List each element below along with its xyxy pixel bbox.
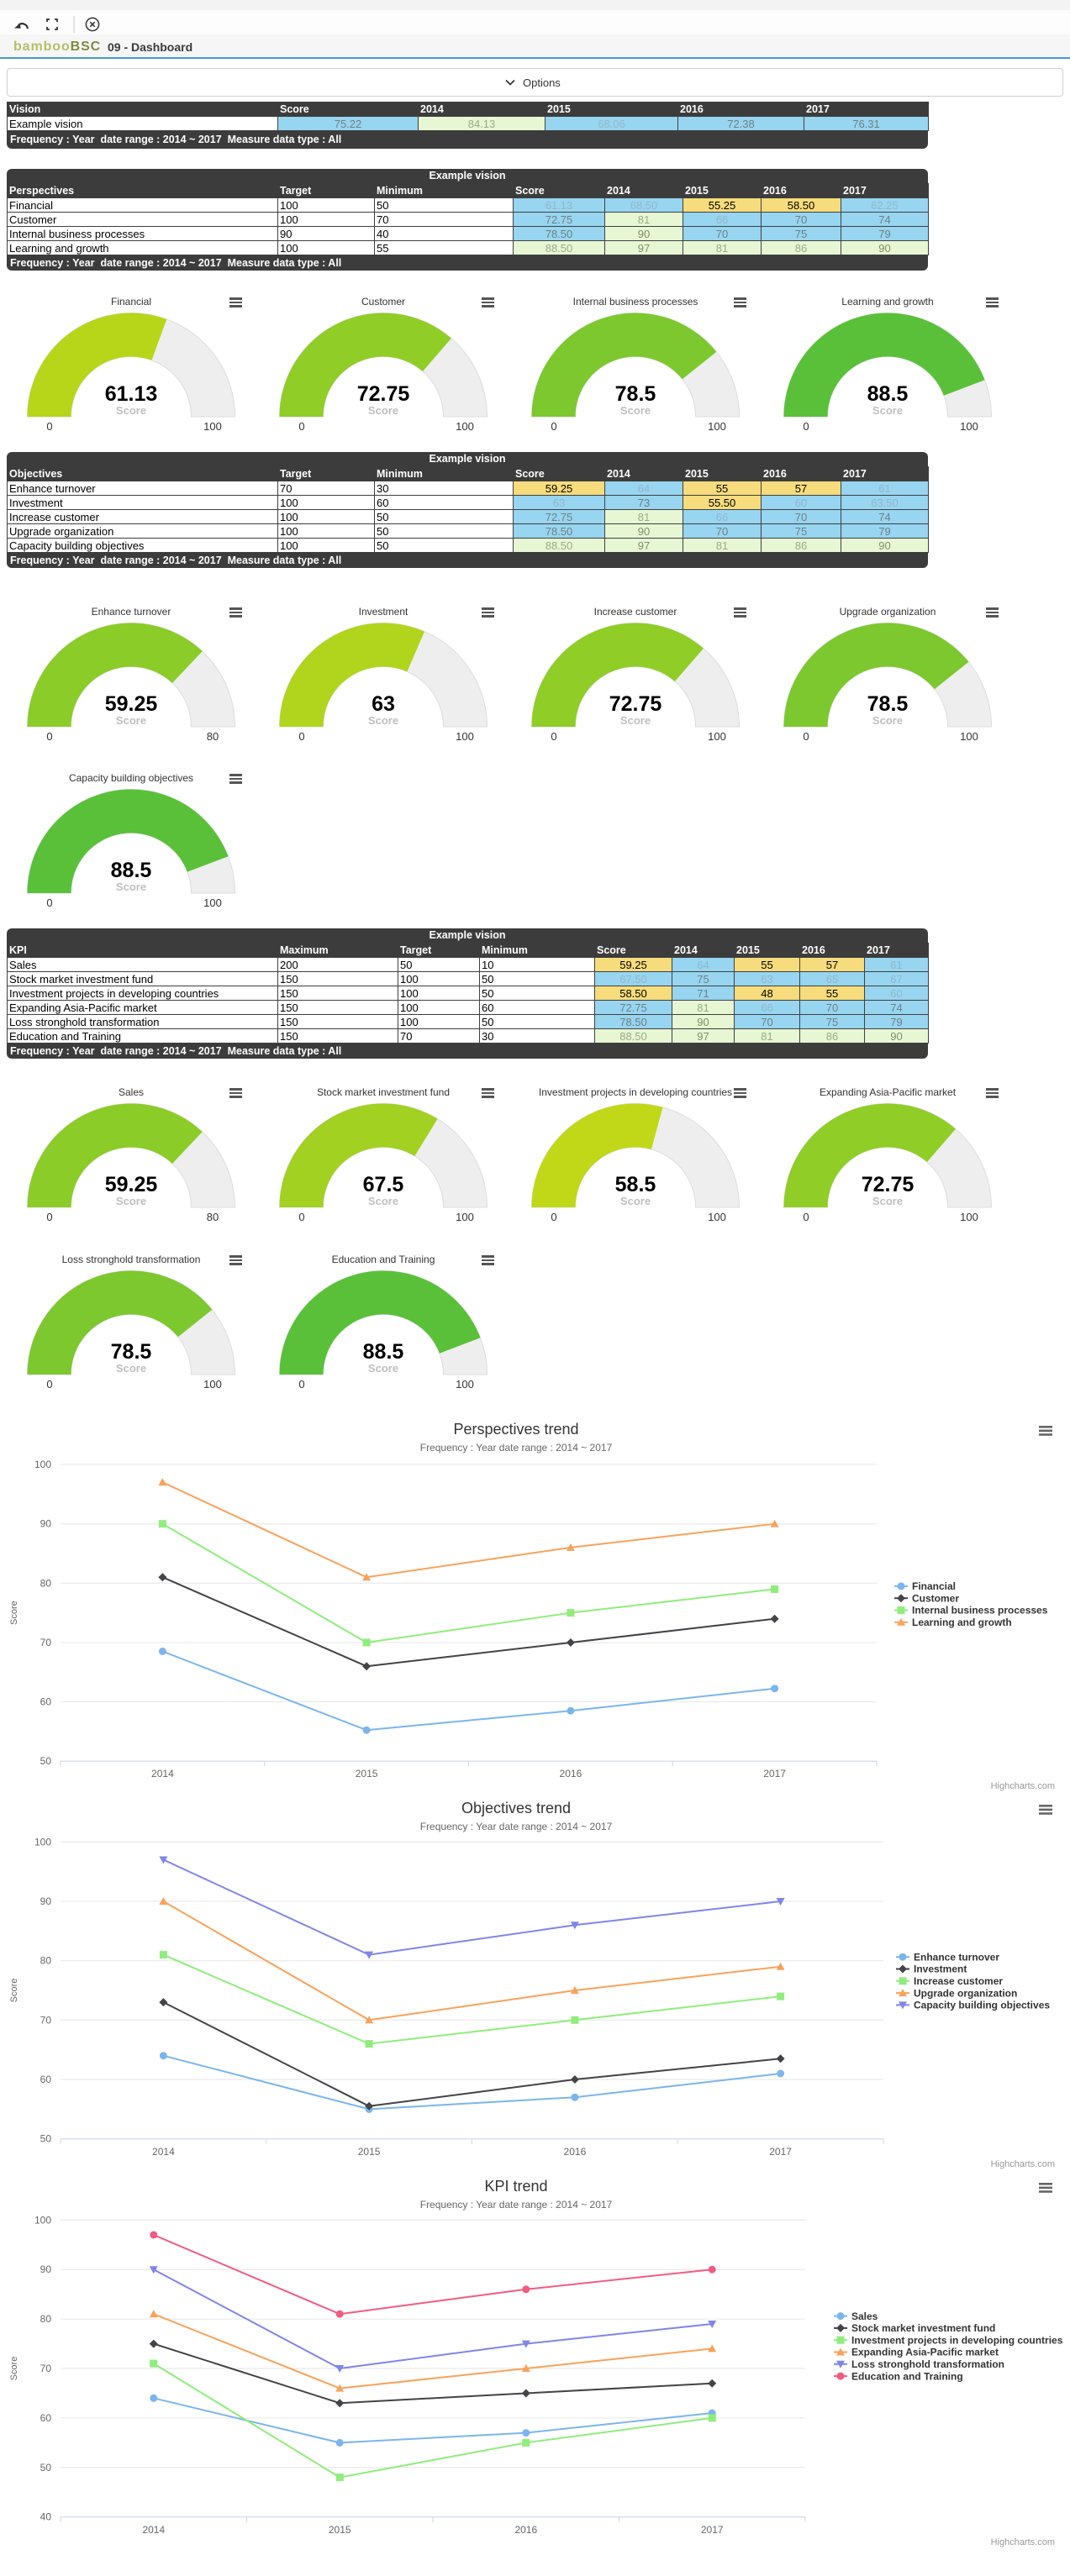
svg-text:90: 90 xyxy=(40,1518,52,1530)
svg-text:90: 90 xyxy=(40,1895,52,1907)
svg-text:2014: 2014 xyxy=(142,2524,165,2536)
svg-text:Highcharts.com: Highcharts.com xyxy=(991,2159,1055,2169)
svg-text:40: 40 xyxy=(40,2511,52,2523)
svg-text:2016: 2016 xyxy=(560,1768,582,1780)
svg-text:Customer: Customer xyxy=(912,1592,959,1604)
svg-text:Frequency : Year date range :: Frequency : Year date range : 2014 ~ 201… xyxy=(420,1821,613,1832)
svg-text:Enhance turnover: Enhance turnover xyxy=(914,1951,999,1963)
svg-text:50: 50 xyxy=(40,1755,52,1767)
svg-text:2017: 2017 xyxy=(701,2524,724,2536)
svg-text:Financial: Financial xyxy=(912,1580,956,1592)
svg-text:70: 70 xyxy=(40,2014,52,2026)
svg-text:2017: 2017 xyxy=(769,2146,792,2158)
svg-text:2014: 2014 xyxy=(151,1768,174,1780)
svg-text:Highcharts.com: Highcharts.com xyxy=(991,2537,1055,2547)
svg-text:Upgrade organization: Upgrade organization xyxy=(914,1987,1017,1999)
svg-text:90: 90 xyxy=(40,2263,52,2275)
svg-text:80: 80 xyxy=(40,2313,52,2325)
svg-text:70: 70 xyxy=(40,2363,52,2374)
svg-text:2014: 2014 xyxy=(152,2146,175,2158)
svg-text:100: 100 xyxy=(34,1836,51,1848)
svg-text:Increase customer: Increase customer xyxy=(914,1975,1003,1987)
svg-text:Frequency : Year date range :: Frequency : Year date range : 2014 ~ 201… xyxy=(420,2199,613,2211)
svg-text:50: 50 xyxy=(40,2133,52,2145)
svg-text:Internal business processes: Internal business processes xyxy=(912,1605,1048,1617)
svg-text:Loss stronghold transformation: Loss stronghold transformation xyxy=(851,2358,1004,2370)
svg-text:Objectives trend: Objectives trend xyxy=(461,1800,571,1816)
svg-text:60: 60 xyxy=(40,2412,52,2424)
svg-text:60: 60 xyxy=(40,2074,52,2085)
svg-text:Frequency : Year date range :: Frequency : Year date range : 2014 ~ 201… xyxy=(420,1442,613,1454)
svg-text:KPI trend: KPI trend xyxy=(484,2178,547,2195)
svg-text:Score: Score xyxy=(9,1979,19,2003)
svg-text:2016: 2016 xyxy=(514,2524,537,2536)
svg-text:70: 70 xyxy=(40,1637,52,1648)
svg-text:2017: 2017 xyxy=(763,1768,786,1780)
svg-text:2015: 2015 xyxy=(329,2524,351,2536)
svg-text:Expanding Asia-Pacific market: Expanding Asia-Pacific market xyxy=(851,2347,999,2358)
svg-text:Highcharts.com: Highcharts.com xyxy=(991,1781,1055,1791)
svg-text:Learning and growth: Learning and growth xyxy=(912,1617,1012,1628)
svg-text:80: 80 xyxy=(40,1577,52,1589)
svg-text:Stock market investment fund: Stock market investment fund xyxy=(851,2322,995,2334)
svg-text:Score: Score xyxy=(9,2357,19,2381)
svg-text:Score: Score xyxy=(9,1601,19,1625)
svg-text:2016: 2016 xyxy=(564,2146,587,2158)
svg-text:100: 100 xyxy=(34,2214,51,2226)
svg-text:80: 80 xyxy=(40,1955,52,1967)
svg-text:100: 100 xyxy=(34,1459,51,1470)
svg-text:Perspectives trend: Perspectives trend xyxy=(453,1421,578,1438)
svg-text:2015: 2015 xyxy=(358,2146,381,2158)
svg-text:60: 60 xyxy=(40,1696,52,1708)
svg-text:Investment: Investment xyxy=(914,1964,967,1975)
svg-text:Investment projects in develop: Investment projects in developing countr… xyxy=(851,2334,1063,2346)
svg-text:Capacity building objectives: Capacity building objectives xyxy=(914,2000,1050,2011)
svg-text:Sales: Sales xyxy=(851,2311,878,2322)
svg-text:Education and Training: Education and Training xyxy=(851,2370,963,2382)
svg-text:2015: 2015 xyxy=(356,1768,378,1780)
svg-text:50: 50 xyxy=(40,2462,52,2473)
